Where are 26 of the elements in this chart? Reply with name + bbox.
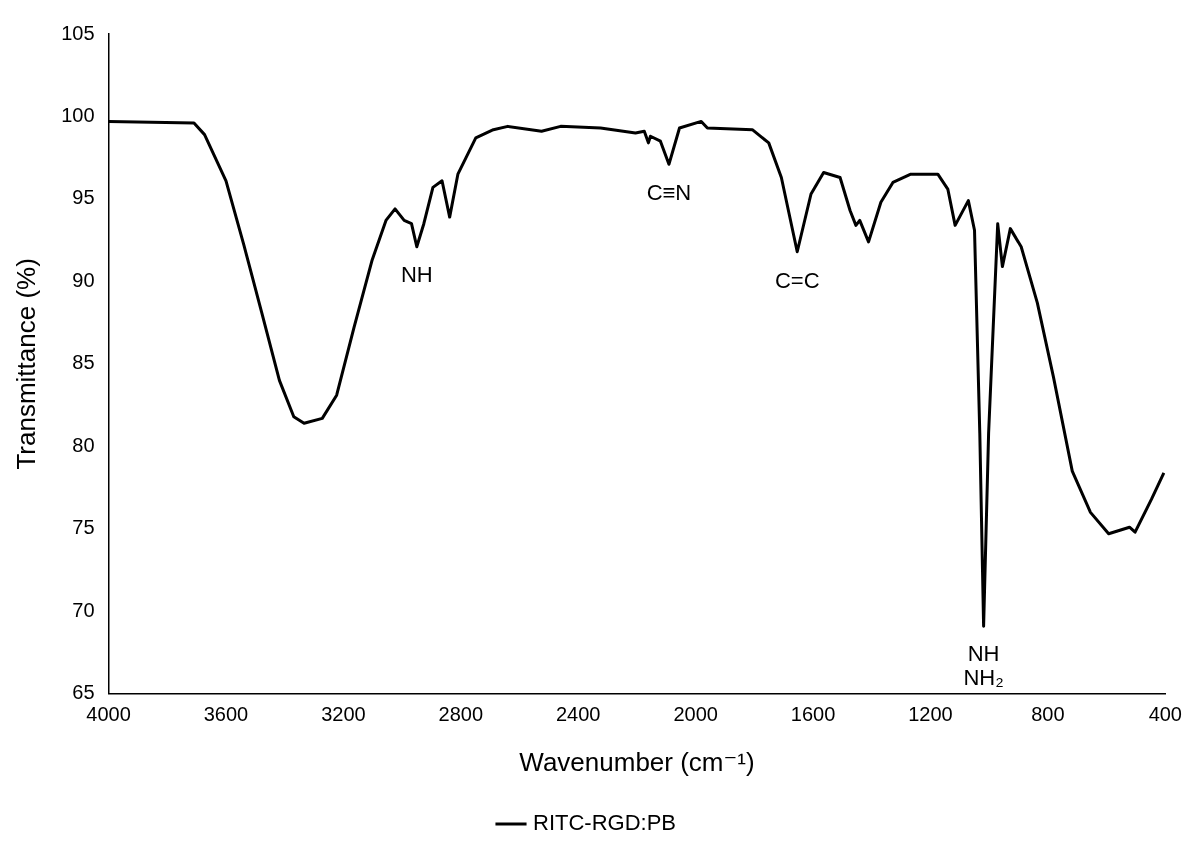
x-tick-label: 3600 [203, 703, 249, 726]
x-axis-title: Wavenumber (cm⁻¹) [519, 746, 755, 777]
x-tick-label: 2800 [438, 703, 484, 726]
y-tick-label: 65 [72, 681, 95, 704]
x-tick-label: 3200 [321, 703, 366, 726]
x-tick-label: 2400 [555, 703, 601, 726]
annotation: C≡N [646, 180, 692, 206]
annotation: C=C [774, 267, 820, 293]
y-axis-title: Transmittance (%) [10, 258, 41, 470]
x-tick-label: 400 [1148, 703, 1182, 726]
y-tick-label: 75 [72, 516, 95, 539]
y-tick-label: 100 [61, 103, 95, 126]
x-tick-label: 1200 [908, 703, 953, 726]
y-tick-label: 80 [72, 433, 95, 456]
y-tick-label: 85 [72, 351, 95, 374]
y-tick-label: 70 [72, 598, 95, 621]
x-tick-label: 800 [1031, 703, 1065, 726]
x-tick-label: 2000 [673, 703, 718, 726]
y-tick-label: 105 [61, 21, 95, 44]
legend-label: RITC-RGD:PB [533, 810, 676, 836]
y-tick-label: 90 [72, 268, 95, 291]
y-tick-label: 95 [72, 186, 95, 209]
x-tick-label: 4000 [86, 703, 131, 726]
annotation: NH [400, 261, 433, 287]
x-tick-label: 1600 [790, 703, 836, 726]
annotation: NH NH₂ [963, 641, 1004, 691]
